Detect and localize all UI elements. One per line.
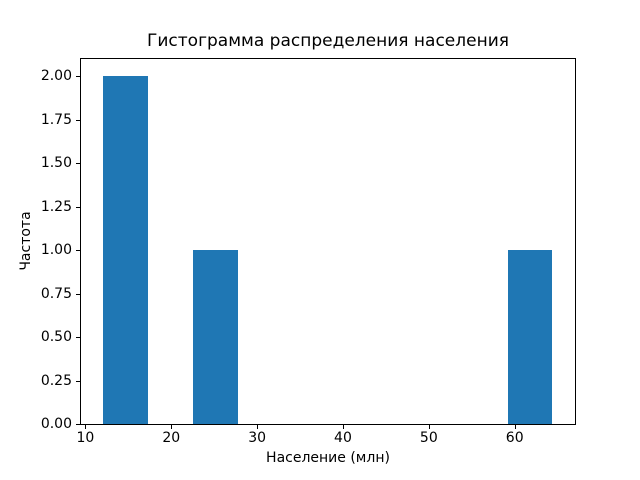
y-tick-mark [76,163,80,165]
x-axis-label: Население (млн) [266,450,390,466]
y-tick-label: 1.75 [40,111,72,128]
y-tick-label: 2.00 [40,68,72,85]
x-tick-mark [342,425,344,429]
x-tick-mark [85,425,87,429]
x-tick-label: 60 [505,430,524,446]
x-tick-label: 30 [248,430,267,446]
y-tick-label: 1.00 [40,242,72,259]
chart-title: Гистограмма распределения населения [147,31,509,51]
y-tick-mark [76,76,80,78]
x-tick-label: 40 [334,430,352,446]
y-tick-mark [76,119,80,121]
plot-area [80,58,576,425]
histogram-bar [103,76,149,424]
y-tick-label: 1.50 [40,155,72,172]
y-tick-mark [76,380,80,382]
y-tick-label: 0.75 [40,285,72,302]
y-tick-mark [76,293,80,295]
x-tick-mark [257,425,259,429]
x-tick-mark [171,425,173,429]
x-tick-mark [514,425,516,429]
y-tick-label: 0.50 [40,329,72,346]
histogram-bar [507,250,553,424]
y-tick-mark [76,337,80,339]
y-tick-mark [76,424,80,425]
histogram-bar [193,250,239,424]
x-tick-label: 10 [76,430,95,446]
y-tick-label: 1.25 [40,198,72,215]
y-tick-mark [76,250,80,252]
y-tick-label: 0.00 [40,416,72,432]
x-tick-mark [428,425,430,429]
y-axis-label: Частота [18,211,34,271]
x-tick-label: 50 [419,430,438,446]
x-tick-label: 20 [162,430,181,446]
y-tick-label: 0.25 [40,372,72,389]
y-tick-mark [76,206,80,208]
